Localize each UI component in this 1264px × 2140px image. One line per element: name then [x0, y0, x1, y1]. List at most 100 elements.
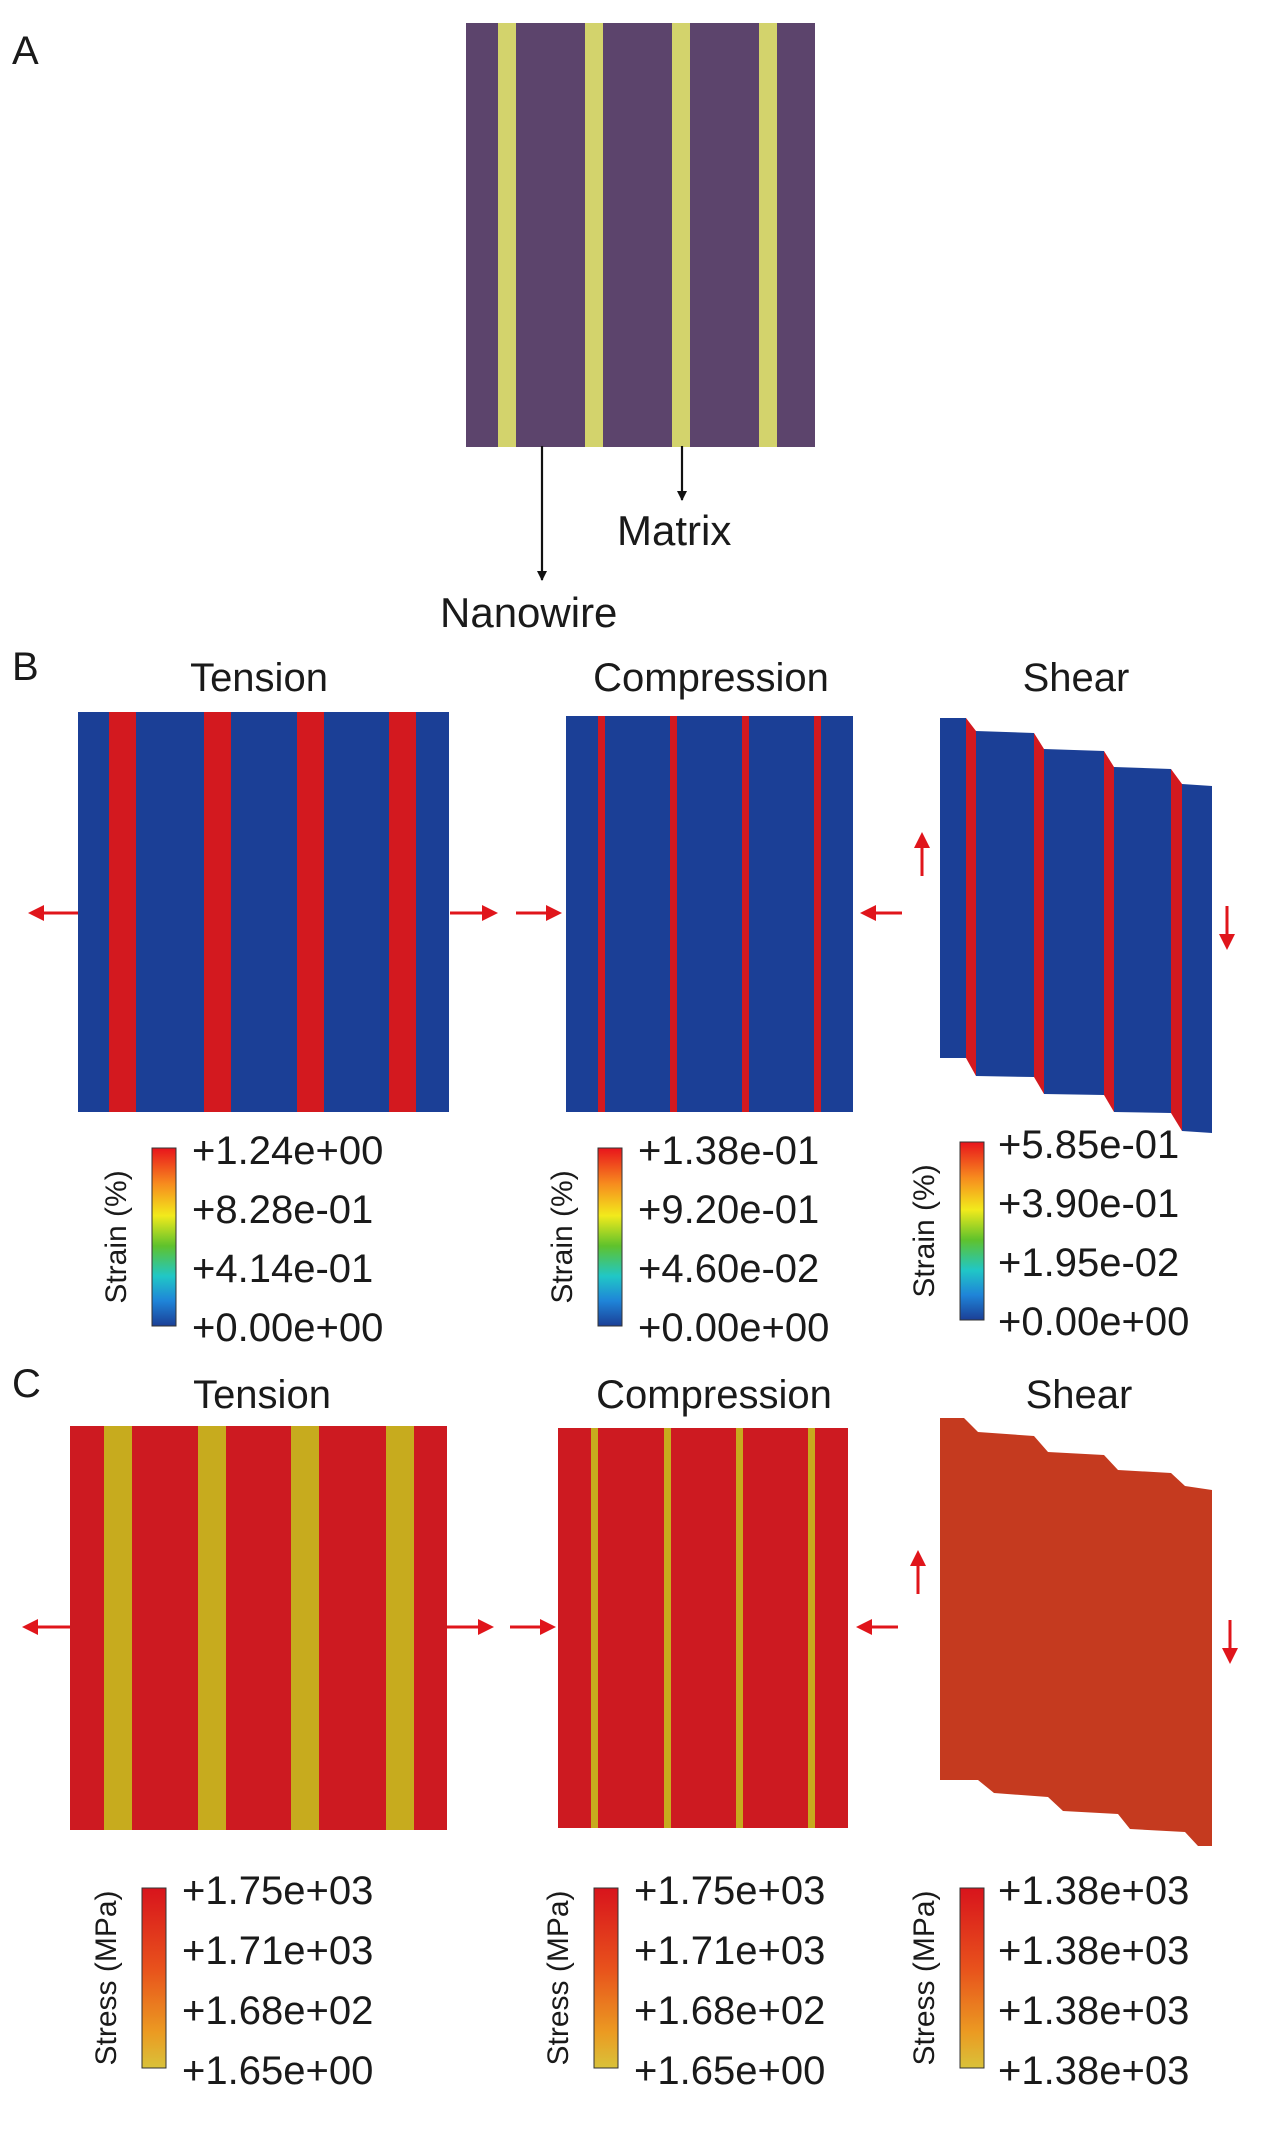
compression-strain-title: Compression	[593, 656, 829, 700]
legend-title: Stress (MPa)	[908, 1890, 941, 2065]
nanowire-strip	[672, 23, 690, 447]
strain-nanowire-strip	[297, 712, 324, 1112]
load-arrowhead	[478, 1619, 494, 1635]
stress-nanowire-strip	[736, 1428, 743, 1828]
legend-tick: +4.60e-02	[638, 1247, 819, 1291]
strain-nanowire-strip	[1104, 751, 1114, 1112]
stress-nanowire-strip	[664, 1428, 671, 1828]
legend-tick: +0.00e+00	[192, 1306, 383, 1350]
strain-nanowire-strip	[109, 712, 136, 1112]
legend-tick: +5.85e-01	[998, 1123, 1179, 1167]
strain-nanowire-strip	[1034, 733, 1044, 1094]
strain-nanowire-strip	[204, 712, 231, 1112]
shear-stress-title: Shear	[1026, 1373, 1133, 1417]
strain-nanowire-strip	[598, 716, 605, 1112]
legend-tick: +1.65e+00	[634, 2049, 825, 2093]
tension-strain-plot	[78, 712, 449, 1112]
stress-nanowire-strip	[808, 1428, 815, 1828]
tension-strain-title: Tension	[190, 656, 328, 700]
legend-tick: +1.38e-01	[638, 1129, 819, 1173]
legend-tick: +1.38e+03	[998, 1869, 1189, 1913]
load-arrowhead	[856, 1619, 872, 1635]
load-arrowhead	[860, 905, 876, 921]
compression-strain-plot	[566, 716, 853, 1112]
load-arrowhead	[482, 905, 498, 921]
strain-nanowire-strip	[814, 716, 821, 1112]
nanowire-strip	[498, 23, 516, 447]
compression-stress-title: Compression	[596, 1373, 832, 1417]
stress-colorbar	[593, 1887, 619, 2069]
legend-tick: +8.28e-01	[192, 1188, 373, 1232]
legend-tick: +1.68e+02	[182, 1989, 373, 2033]
load-arrowhead	[910, 1550, 926, 1566]
strain-nanowire-strip	[389, 712, 416, 1112]
legend-tick: +1.65e+00	[182, 2049, 373, 2093]
strain-matrix-region	[1182, 784, 1212, 1133]
shear-strain-legend: Strain (%) +5.85e-01 +3.90e-01 +1.95e-02…	[908, 1123, 1189, 1344]
strain-colorbar	[597, 1147, 623, 1327]
panel-a-label: A	[12, 29, 39, 73]
stress-colorbar	[141, 1887, 167, 2069]
legend-title: Strain (%)	[100, 1170, 133, 1303]
strain-colorbar	[151, 1147, 177, 1327]
stress-matrix-region	[558, 1428, 848, 1828]
shear-strain-title: Shear	[1023, 656, 1130, 700]
nanowire-label: Nanowire	[440, 589, 617, 636]
strain-nanowire-strip	[966, 718, 976, 1076]
load-arrowhead	[914, 832, 930, 848]
strain-matrix-region	[976, 731, 1034, 1077]
load-arrowhead	[1219, 934, 1235, 950]
legend-tick: +1.75e+03	[634, 1869, 825, 1913]
stress-colorbar	[959, 1887, 985, 2069]
strain-nanowire-strip	[1171, 769, 1182, 1131]
stress-nanowire-strip	[291, 1426, 319, 1830]
legend-tick: +0.00e+00	[998, 1300, 1189, 1344]
strain-nanowire-strip	[670, 716, 677, 1112]
tension-stress-title: Tension	[193, 1373, 331, 1417]
stress-nanowire-strip	[591, 1428, 598, 1828]
shear-stress-legend: Stress (MPa) +1.38e+03 +1.38e+03 +1.38e+…	[908, 1869, 1189, 2093]
legend-tick: +0.00e+00	[638, 1306, 829, 1350]
load-arrowhead	[1222, 1648, 1238, 1664]
stress-nanowire-strip	[386, 1426, 414, 1830]
legend-tick: +1.24e+00	[192, 1129, 383, 1173]
legend-tick: +1.68e+02	[634, 1989, 825, 2033]
stress-nanowire-strip	[198, 1426, 226, 1830]
legend-title: Strain (%)	[908, 1164, 941, 1297]
compression-strain-legend: Strain (%) +1.38e-01 +9.20e-01 +4.60e-02…	[546, 1129, 829, 1350]
load-arrowhead	[546, 905, 562, 921]
compression-stress-plot	[558, 1428, 848, 1828]
legend-title: Stress (MPa)	[542, 1890, 575, 2065]
compression-stress-legend: Stress (MPa) +1.75e+03 +1.71e+03 +1.68e+…	[542, 1869, 825, 2093]
legend-tick: +1.38e+03	[998, 1989, 1189, 2033]
legend-tick: +1.38e+03	[998, 2049, 1189, 2093]
legend-tick: +1.71e+03	[634, 1929, 825, 1973]
legend-tick: +9.20e-01	[638, 1188, 819, 1232]
legend-tick: +1.38e+03	[998, 1929, 1189, 1973]
legend-tick: +4.14e-01	[192, 1247, 373, 1291]
stress-matrix-region	[70, 1426, 447, 1830]
nanowire-strip	[759, 23, 777, 447]
composite-diagram	[466, 23, 815, 447]
tension-stress-legend: Stress (MPa) +1.75e+03 +1.71e+03 +1.68e+…	[90, 1869, 373, 2093]
shear-strain-plot	[940, 718, 1212, 1133]
legend-title: Stress (MPa)	[90, 1890, 123, 2065]
tension-stress-plot	[70, 1426, 447, 1830]
strain-matrix-region	[1114, 767, 1171, 1113]
strain-nanowire-strip	[742, 716, 749, 1112]
legend-title: Strain (%)	[546, 1170, 579, 1303]
load-arrowhead	[22, 1619, 38, 1635]
load-arrowhead	[28, 905, 44, 921]
load-arrowhead	[540, 1619, 556, 1635]
matrix-block	[466, 23, 815, 447]
legend-tick: +1.95e-02	[998, 1241, 1179, 1285]
panel-b-label: B	[12, 645, 39, 689]
legend-tick: +1.75e+03	[182, 1869, 373, 1913]
panel-c-label: C	[12, 1362, 41, 1406]
legend-tick: +3.90e-01	[998, 1182, 1179, 1226]
matrix-label: Matrix	[617, 507, 731, 554]
tension-strain-legend: Strain (%) +1.24e+00 +8.28e-01 +4.14e-01…	[100, 1129, 383, 1350]
strain-matrix-region	[566, 716, 853, 1112]
strain-matrix-region	[940, 718, 966, 1058]
